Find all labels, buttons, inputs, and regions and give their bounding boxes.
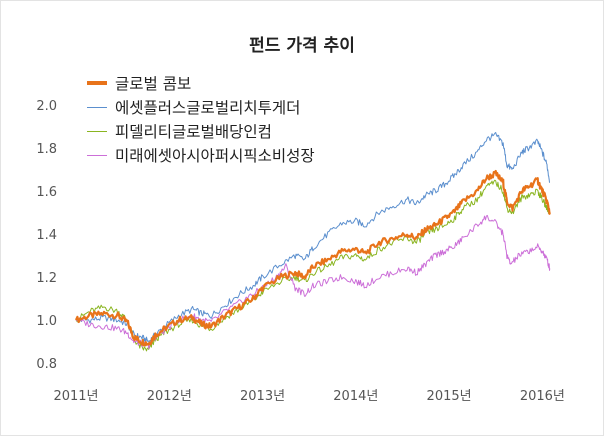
x-tick-label: 2013년	[240, 389, 285, 404]
x-tick-label: 2015년	[427, 389, 472, 404]
x-tick-label: 2011년	[53, 389, 98, 404]
y-tick-label: 1.8	[36, 142, 57, 157]
x-tick-label: 2014년	[333, 389, 378, 404]
y-tick-label: 1.4	[36, 228, 57, 243]
y-tick-label: 2.0	[36, 99, 57, 114]
legend-label: 글로벌 콤보	[115, 75, 192, 93]
series-line	[75, 179, 551, 352]
legend-label: 에셋플러스글로벌리치투게더	[115, 99, 301, 117]
legend-swatch	[87, 81, 107, 85]
chart-title: 펀드 가격 추이	[249, 36, 355, 56]
legend-swatch	[87, 154, 107, 156]
x-tick-label: 2012년	[147, 389, 192, 404]
x-tick-label: 2016년	[520, 389, 565, 404]
legend-item: 피델리티글로벌배당인컴	[87, 119, 315, 143]
legend-label: 피델리티글로벌배당인컴	[115, 123, 272, 141]
legend: 글로벌 콤보 에셋플러스글로벌리치투게더 피델리티글로벌배당인컴 미래에셋아시아…	[87, 71, 315, 167]
y-tick-label: 1.0	[36, 314, 57, 329]
y-tick-label: 1.2	[36, 271, 57, 286]
y-tick-label: 0.8	[36, 357, 57, 372]
legend-swatch	[87, 130, 107, 132]
legend-item: 미래에셋아시아퍼시픽소비성장	[87, 143, 315, 167]
series-line	[74, 169, 551, 347]
legend-swatch	[87, 106, 107, 108]
series-line	[75, 214, 551, 350]
legend-item: 글로벌 콤보	[87, 71, 315, 95]
y-tick-label: 1.6	[36, 185, 57, 200]
legend-label: 미래에셋아시아퍼시픽소비성장	[115, 147, 315, 165]
legend-item: 에셋플러스글로벌리치투게더	[87, 95, 315, 119]
